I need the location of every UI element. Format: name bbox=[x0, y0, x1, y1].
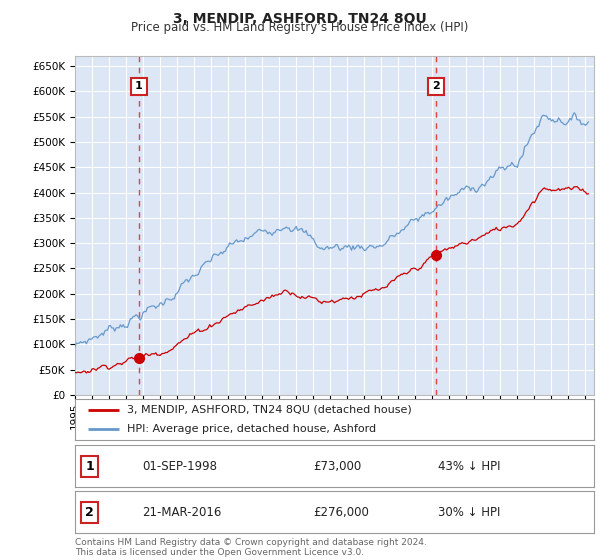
Text: HPI: Average price, detached house, Ashford: HPI: Average price, detached house, Ashf… bbox=[127, 423, 376, 433]
Text: 1: 1 bbox=[85, 460, 94, 473]
Text: 1: 1 bbox=[135, 82, 143, 91]
Text: 3, MENDIP, ASHFORD, TN24 8QU: 3, MENDIP, ASHFORD, TN24 8QU bbox=[173, 12, 427, 26]
Text: Contains HM Land Registry data © Crown copyright and database right 2024.
This d: Contains HM Land Registry data © Crown c… bbox=[75, 538, 427, 557]
Text: £73,000: £73,000 bbox=[314, 460, 362, 473]
Text: 30% ↓ HPI: 30% ↓ HPI bbox=[438, 506, 500, 519]
Text: £276,000: £276,000 bbox=[314, 506, 370, 519]
Text: 01-SEP-1998: 01-SEP-1998 bbox=[142, 460, 217, 473]
Text: Price paid vs. HM Land Registry’s House Price Index (HPI): Price paid vs. HM Land Registry’s House … bbox=[131, 21, 469, 35]
Text: 21-MAR-2016: 21-MAR-2016 bbox=[142, 506, 222, 519]
Text: 2: 2 bbox=[432, 82, 440, 91]
Text: 43% ↓ HPI: 43% ↓ HPI bbox=[438, 460, 501, 473]
Text: 3, MENDIP, ASHFORD, TN24 8QU (detached house): 3, MENDIP, ASHFORD, TN24 8QU (detached h… bbox=[127, 405, 412, 415]
Text: 2: 2 bbox=[85, 506, 94, 519]
